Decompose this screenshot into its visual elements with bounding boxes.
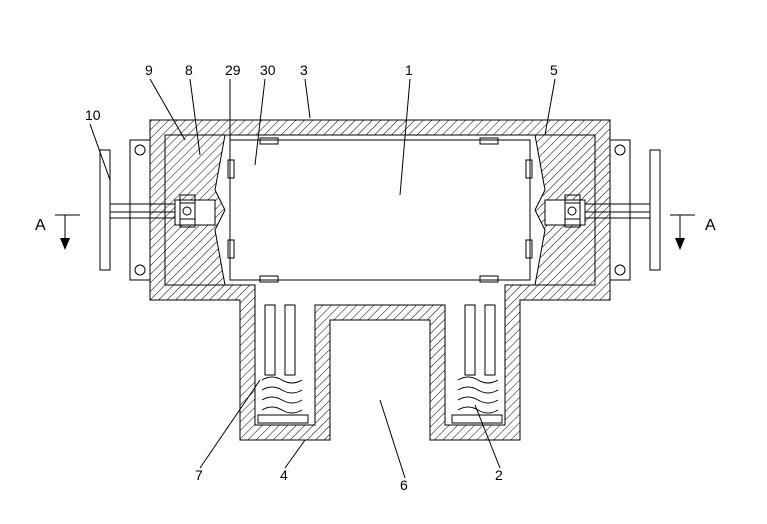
section-letters: AA xyxy=(35,217,716,234)
callout-label-4: 4 xyxy=(280,467,288,483)
callout-label-30: 30 xyxy=(260,62,276,78)
callout-label-5: 5 xyxy=(550,62,558,78)
callout-label-7: 7 xyxy=(195,467,203,483)
section-mark-left xyxy=(55,215,80,250)
right-outer-plate xyxy=(610,140,630,280)
leader-1 xyxy=(400,79,410,195)
leader-3 xyxy=(305,79,310,118)
section-letter-left: A xyxy=(35,217,46,234)
section-letter-right: A xyxy=(705,217,716,234)
callout-label-10: 10 xyxy=(85,107,101,123)
section-mark-right xyxy=(670,215,695,250)
callout-label-9: 9 xyxy=(145,62,153,78)
chamber-tabs xyxy=(228,138,532,282)
left-outer-plate xyxy=(130,140,150,280)
leader-6 xyxy=(380,400,405,478)
callout-label-29: 29 xyxy=(225,62,241,78)
left-leg-guide xyxy=(258,305,308,423)
leader-4 xyxy=(285,440,305,468)
callout-label-2: 2 xyxy=(495,467,503,483)
callout-label-3: 3 xyxy=(300,62,308,78)
callout-label-1: 1 xyxy=(405,62,413,78)
right-leg-guide xyxy=(452,305,502,423)
diagram-canvas: 982930315107462 AA xyxy=(0,0,767,524)
callout-label-6: 6 xyxy=(400,477,408,493)
callout-label-8: 8 xyxy=(185,62,193,78)
inner-chamber xyxy=(230,140,530,280)
